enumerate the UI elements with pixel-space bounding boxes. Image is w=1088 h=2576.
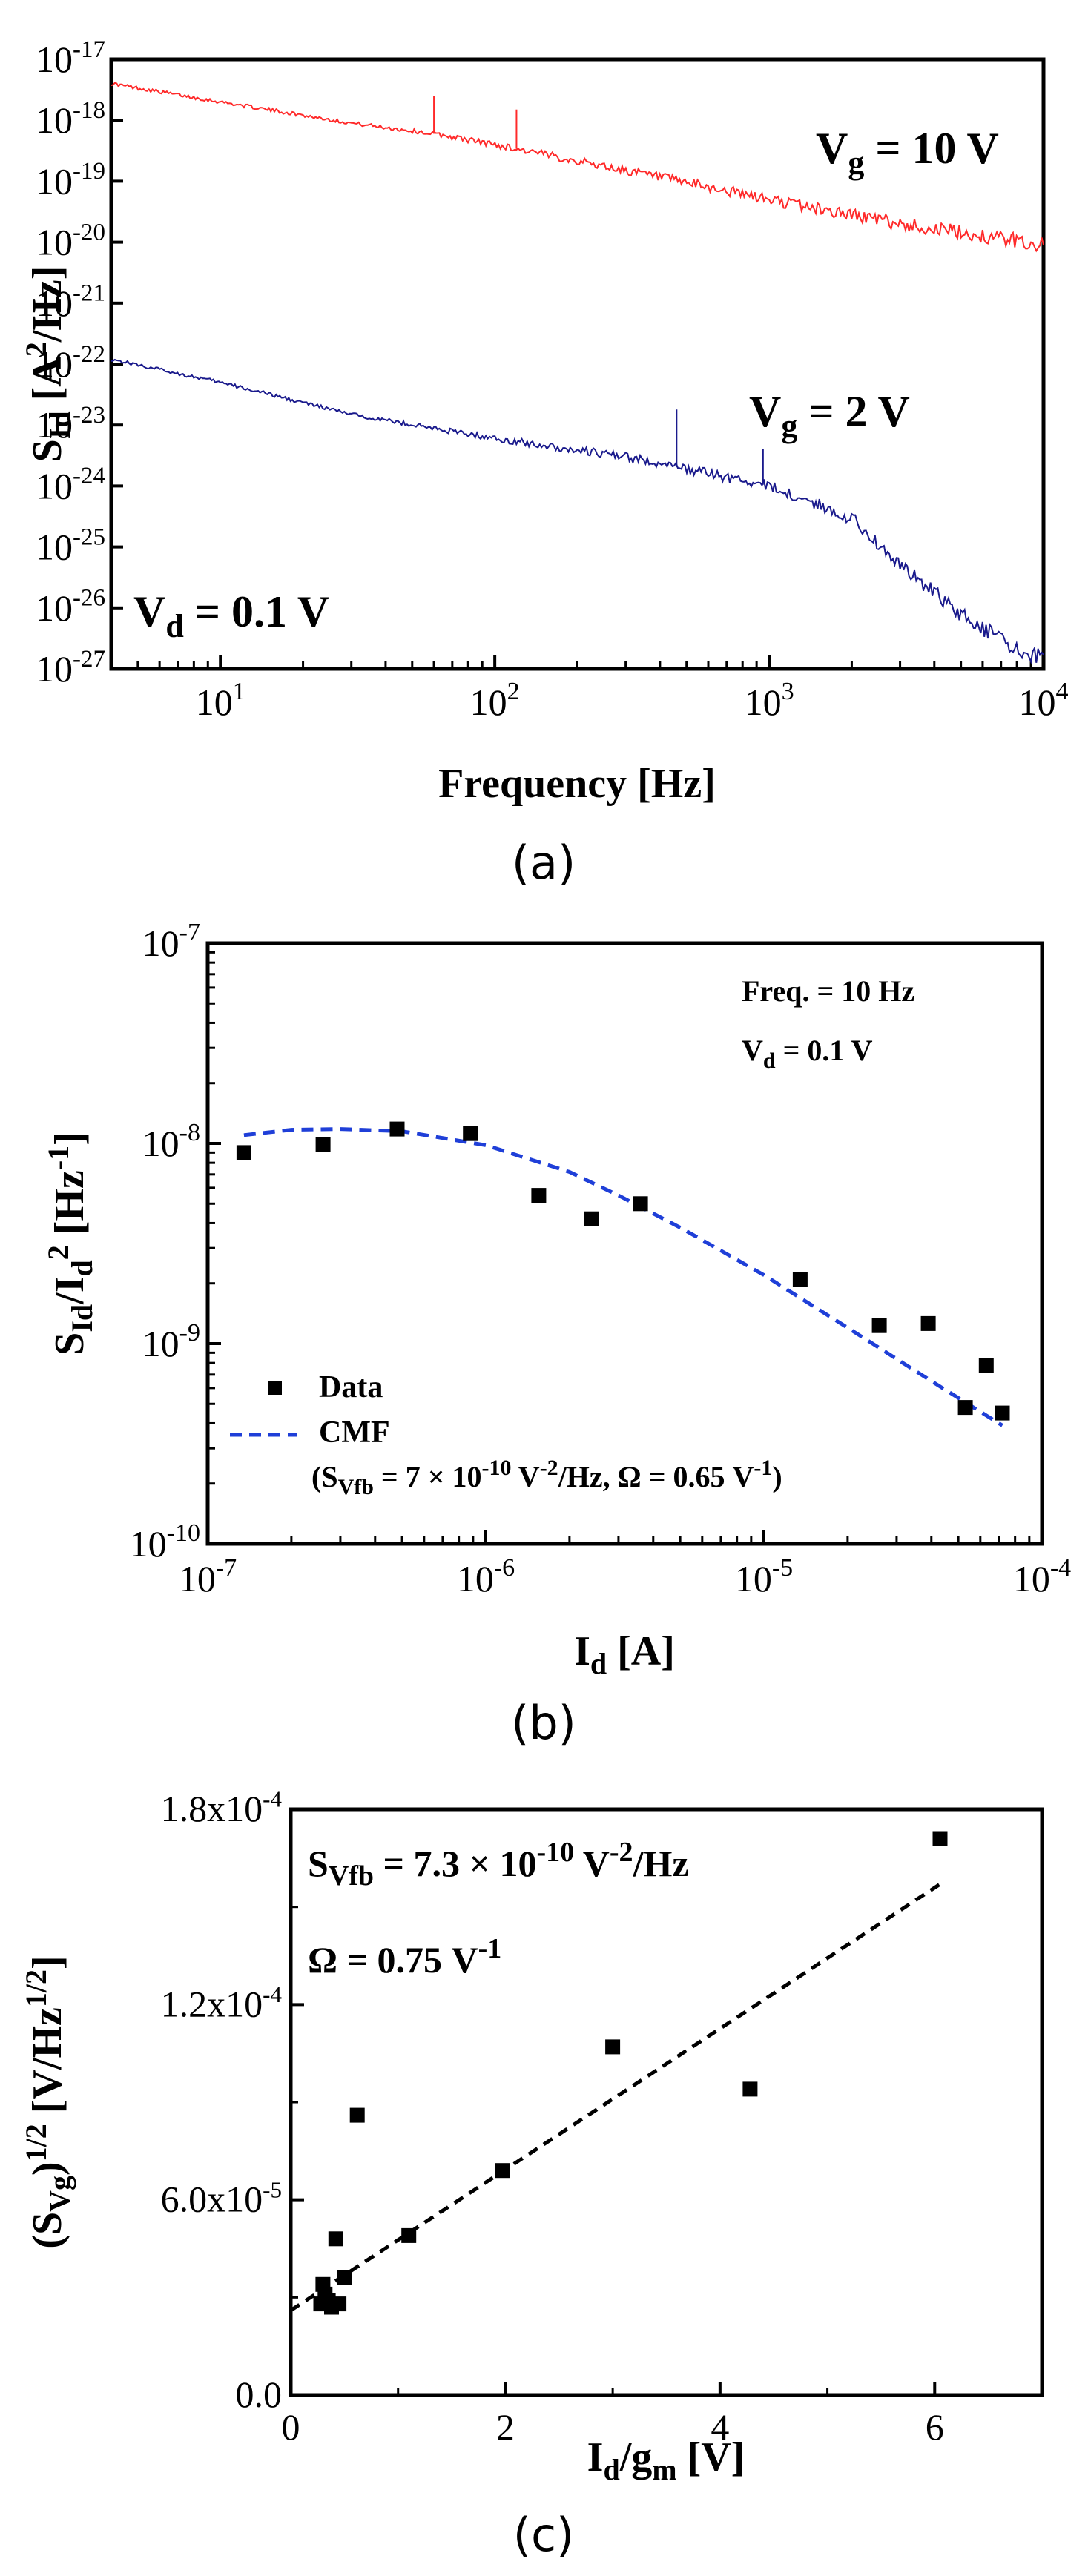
a-x-tick-label: 104 bbox=[1019, 678, 1069, 723]
panel-a-vd-label: Vd = 0.1 V bbox=[133, 587, 329, 644]
a-y-tick-label: 10-19 bbox=[36, 158, 105, 202]
panel-a-caption: (a) bbox=[512, 836, 576, 890]
panel-c-series bbox=[289, 1831, 948, 2315]
data-point bbox=[792, 1272, 808, 1287]
panel-b-x-axis-label: Id [A] bbox=[574, 1628, 675, 1680]
a-y-tick-label: 10-26 bbox=[36, 585, 105, 629]
c-y-tick-label: 0.0 bbox=[236, 2374, 283, 2415]
b-x-tick-label: 10-6 bbox=[457, 1554, 515, 1599]
a-y-tick-label: 10-20 bbox=[36, 219, 105, 262]
data-point bbox=[995, 1405, 1010, 1421]
panel-b: 10-7 10-6 10-5 10-4 10-7 10-8 10-9 10-10 Id [A]… bbox=[42, 919, 1071, 1750]
panel-c-caption: (c) bbox=[513, 2508, 574, 2562]
a-y-tick-label: 10-27 bbox=[36, 646, 105, 690]
data-point bbox=[531, 1188, 547, 1203]
c-x-tick-label: 4 bbox=[711, 2406, 729, 2448]
data-point bbox=[978, 1358, 994, 1373]
panel-c-plot-frame bbox=[289, 1807, 1044, 2397]
data-point bbox=[337, 2270, 352, 2285]
panel-c-ticks: 0 2 4 6 0.0 6.0x10-5 1.2x10-4 1.8x10-4 bbox=[161, 1786, 944, 2448]
a-x-tick-label: 102 bbox=[470, 678, 520, 723]
a-y-tick-label: 10-24 bbox=[36, 463, 105, 506]
panel-c: 0 2 4 6 0.0 6.0x10-5 1.2x10-4 1.8x10-4 Id/gm [V… bbox=[19, 1786, 1044, 2562]
panel-a-vg2-label: Vg = 2 V bbox=[749, 387, 910, 444]
series-cmf-line bbox=[243, 1127, 1003, 1427]
data-point bbox=[920, 1315, 936, 1331]
panel-b-caption: (b) bbox=[511, 1696, 576, 1750]
panel-c-omega-label: Ω = 0.75 V-1 bbox=[308, 1933, 501, 1981]
panel-a-x-axis-label: Frequency [Hz] bbox=[438, 761, 716, 807]
panel-c-svfb-label: SVfb = 7.3 × 10-10 V-2/Hz bbox=[308, 1837, 689, 1892]
a-x-tick-label: 101 bbox=[196, 678, 245, 723]
a-y-tick-label: 10-18 bbox=[36, 97, 105, 141]
b-y-tick-label: 10-9 bbox=[142, 1319, 200, 1364]
panel-a-series bbox=[111, 82, 1044, 664]
data-point bbox=[605, 2039, 621, 2055]
c-x-tick-label: 0 bbox=[282, 2406, 300, 2448]
data-point bbox=[389, 1121, 405, 1137]
data-point bbox=[332, 2296, 347, 2312]
panel-b-ticks: 10-7 10-6 10-5 10-4 10-7 10-8 10-9 10-10 bbox=[130, 919, 1071, 1599]
b-x-tick-label: 10-5 bbox=[735, 1554, 793, 1599]
legend-cmf-label: CMF bbox=[319, 1416, 390, 1450]
c-y-tick-label: 6.0x10-5 bbox=[161, 2176, 282, 2219]
panel-b-freq-label: Freq. = 10 Hz bbox=[742, 974, 914, 1008]
panel-a-vg10-label: Vg = 10 V bbox=[816, 124, 999, 181]
a-y-tick-label: 10-25 bbox=[36, 524, 105, 567]
panel-b-legend: Data CMF (SVfb = 7 × 10-10 V-2/Hz, Ω = 0… bbox=[230, 1370, 782, 1499]
data-point bbox=[328, 2231, 343, 2247]
data-point bbox=[742, 2081, 758, 2097]
a-y-tick-label: 10-22 bbox=[36, 341, 105, 385]
data-point bbox=[236, 1145, 251, 1160]
series-vg2-trace bbox=[111, 358, 1044, 664]
data-point bbox=[584, 1211, 599, 1226]
data-point bbox=[871, 1318, 887, 1333]
panel-a-ticks: 101 102 103 104 10-17 10-18 10-19 10-20 10-21 10-… bbox=[36, 36, 1069, 723]
a-y-tick-label: 10-17 bbox=[36, 36, 105, 80]
b-y-tick-label: 10-10 bbox=[130, 1519, 200, 1565]
panel-a-y-axis-label: SId [A2/Hz] bbox=[19, 266, 76, 463]
panel-b-vd-label: Vd = 0.1 V bbox=[742, 1034, 873, 1073]
panel-a: 101 102 103 104 10-17 10-18 10-19 10-20 10-21 10-… bbox=[19, 36, 1069, 890]
b-x-tick-label: 10-4 bbox=[1013, 1554, 1071, 1599]
panel-b-y-axis-label: SId/Id2 [Hz-1] bbox=[42, 1132, 99, 1355]
c-x-tick-label: 2 bbox=[496, 2406, 515, 2448]
legend-cmf-params: (SVfb = 7 × 10-10 V-2/Hz, Ω = 0.65 V-1) bbox=[311, 1456, 782, 1499]
data-point bbox=[932, 1831, 948, 1846]
data-point bbox=[315, 1137, 331, 1152]
legend-data-marker bbox=[268, 1381, 282, 1395]
b-y-tick-label: 10-7 bbox=[142, 919, 200, 964]
data-point bbox=[463, 1126, 478, 1141]
data-point bbox=[633, 1196, 648, 1212]
b-x-tick-label: 10-7 bbox=[179, 1554, 237, 1599]
series-fit-line bbox=[289, 1882, 941, 2312]
legend-data-label: Data bbox=[319, 1370, 383, 1404]
a-x-tick-label: 103 bbox=[745, 678, 794, 723]
c-x-tick-label: 6 bbox=[926, 2406, 944, 2448]
data-point bbox=[495, 2163, 510, 2179]
data-point bbox=[349, 2107, 365, 2123]
c-y-tick-label: 1.8x10-4 bbox=[161, 1786, 283, 1829]
panel-c-y-axis-label: (SVg)1/2 [V/Hz1/2] bbox=[19, 1955, 76, 2248]
data-point bbox=[401, 2227, 417, 2243]
series-vg10-trace bbox=[111, 82, 1044, 253]
b-y-tick-label: 10-8 bbox=[142, 1119, 200, 1164]
panel-b-plot-frame bbox=[205, 941, 1044, 1546]
a-y-tick-label: 10-23 bbox=[36, 402, 105, 446]
c-y-tick-label: 1.2x10-4 bbox=[161, 1981, 283, 2024]
panel-c-x-axis-label: Id/gm [V] bbox=[587, 2434, 745, 2486]
a-y-tick-label: 10-21 bbox=[36, 280, 105, 324]
panel-b-series bbox=[236, 1121, 1010, 1427]
data-point bbox=[957, 1400, 973, 1416]
